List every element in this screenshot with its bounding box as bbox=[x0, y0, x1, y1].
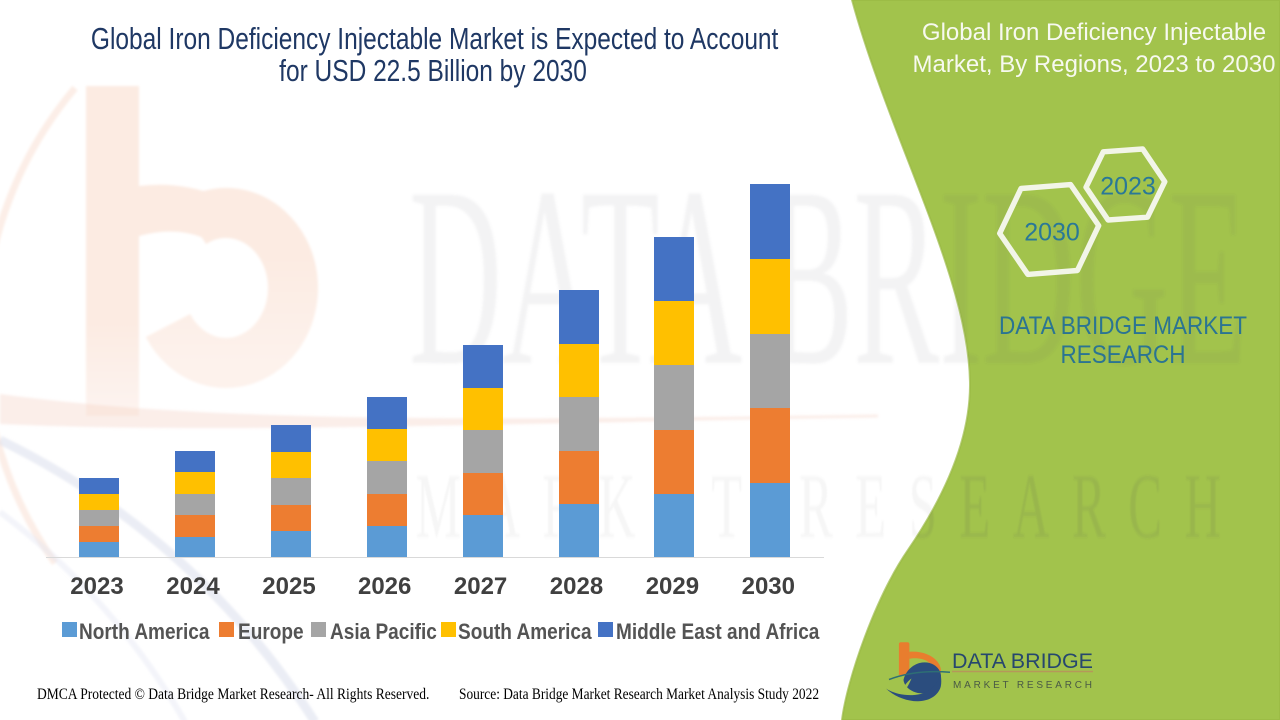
svg-text:2030: 2030 bbox=[1024, 219, 1080, 247]
svg-text:2023: 2023 bbox=[1100, 173, 1156, 201]
svg-text:MARKET RESEARCH: MARKET RESEARCH bbox=[953, 680, 1092, 691]
svg-text:DATA BRIDGE: DATA BRIDGE bbox=[952, 650, 1093, 673]
